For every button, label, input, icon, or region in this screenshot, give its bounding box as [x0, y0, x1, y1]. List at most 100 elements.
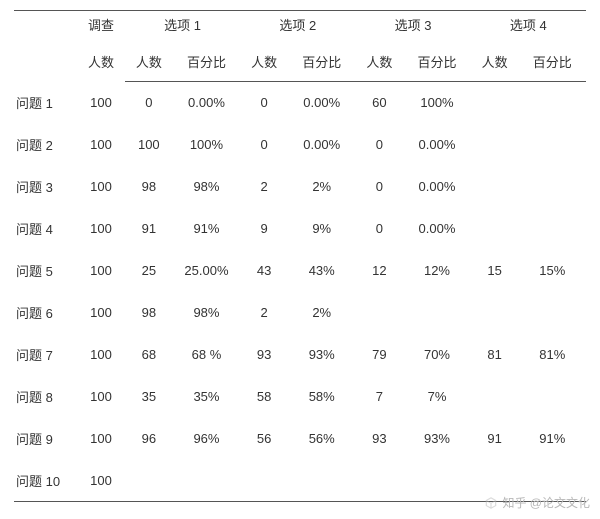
o4-count: [471, 376, 519, 418]
row-label: 问题 2: [14, 124, 77, 166]
o1-count: 68: [125, 334, 173, 376]
o1-count: 0: [125, 82, 173, 124]
o3-percent: 93%: [403, 418, 470, 460]
survey-count: 100: [77, 334, 125, 376]
survey-table: 调查 选项 1 选项 2 选项 3 选项 4 人数 人数 百分比 人数 百分比 …: [14, 10, 586, 502]
sub-count: 人数: [471, 46, 519, 82]
sub-percent: 百分比: [519, 46, 586, 82]
o3-count: 7: [355, 376, 403, 418]
sub-count: 人数: [77, 46, 125, 82]
o2-percent: 2%: [288, 166, 355, 208]
o2-count: 58: [240, 376, 288, 418]
table-row: 问题 2100100100%00.00%00.00%: [14, 124, 586, 166]
table-row: 问题 61009898%22%: [14, 292, 586, 334]
col-option4: 选项 4: [471, 11, 586, 47]
sub-percent: 百分比: [173, 46, 240, 82]
o1-percent: 0.00%: [173, 82, 240, 124]
o4-percent: [519, 208, 586, 250]
o1-percent: 35%: [173, 376, 240, 418]
sub-percent: 百分比: [403, 46, 470, 82]
o2-count: 0: [240, 82, 288, 124]
o1-count: 35: [125, 376, 173, 418]
o4-percent: [519, 166, 586, 208]
col-option1: 选项 1: [125, 11, 240, 47]
o1-count: 91: [125, 208, 173, 250]
o4-count: 15: [471, 250, 519, 292]
survey-count: 100: [77, 250, 125, 292]
o3-count: 0: [355, 166, 403, 208]
col-survey: 调查: [77, 11, 125, 47]
o1-count: [125, 460, 173, 502]
survey-count: 100: [77, 208, 125, 250]
o4-count: 81: [471, 334, 519, 376]
o2-percent: 9%: [288, 208, 355, 250]
o1-percent: 68 %: [173, 334, 240, 376]
o3-percent: 0.00%: [403, 166, 470, 208]
survey-count: 100: [77, 166, 125, 208]
o4-percent: [519, 124, 586, 166]
o1-count: 100: [125, 124, 173, 166]
o3-count: 79: [355, 334, 403, 376]
o4-percent: [519, 82, 586, 124]
o2-count: [240, 460, 288, 502]
o4-percent: [519, 376, 586, 418]
o1-count: 98: [125, 292, 173, 334]
o1-percent: 98%: [173, 166, 240, 208]
o1-count: 96: [125, 418, 173, 460]
survey-count: 100: [77, 460, 125, 502]
o2-percent: 93%: [288, 334, 355, 376]
table-row: 问题 71006868 %9393%7970%8181%: [14, 334, 586, 376]
o1-count: 98: [125, 166, 173, 208]
o4-count: [471, 460, 519, 502]
sub-percent: 百分比: [288, 46, 355, 82]
o1-percent: 100%: [173, 124, 240, 166]
table-row: 问题 110000.00%00.00%60100%: [14, 82, 586, 124]
o2-percent: 0.00%: [288, 124, 355, 166]
o2-percent: [288, 460, 355, 502]
o4-percent: [519, 460, 586, 502]
o2-count: 9: [240, 208, 288, 250]
o4-percent: 81%: [519, 334, 586, 376]
row-label: 问题 10: [14, 460, 77, 502]
table-row: 问题 91009696%5656%9393%9191%: [14, 418, 586, 460]
o1-percent: 25.00%: [173, 250, 240, 292]
survey-count: 100: [77, 82, 125, 124]
sub-count: 人数: [355, 46, 403, 82]
o4-percent: 91%: [519, 418, 586, 460]
o3-count: 0: [355, 208, 403, 250]
row-label: 问题 3: [14, 166, 77, 208]
survey-count: 100: [77, 124, 125, 166]
o2-count: 2: [240, 166, 288, 208]
o2-count: 43: [240, 250, 288, 292]
o1-percent: [173, 460, 240, 502]
table-row: 问题 41009191%99%00.00%: [14, 208, 586, 250]
row-label: 问题 7: [14, 334, 77, 376]
o3-count: 93: [355, 418, 403, 460]
col-option3: 选项 3: [355, 11, 470, 47]
row-label: 问题 8: [14, 376, 77, 418]
o3-count: [355, 292, 403, 334]
o3-percent: 0.00%: [403, 208, 470, 250]
o2-percent: 2%: [288, 292, 355, 334]
row-label: 问题 9: [14, 418, 77, 460]
o1-percent: 98%: [173, 292, 240, 334]
o1-count: 25: [125, 250, 173, 292]
sub-count: 人数: [125, 46, 173, 82]
o3-percent: 7%: [403, 376, 470, 418]
o1-percent: 96%: [173, 418, 240, 460]
survey-count: 100: [77, 292, 125, 334]
o3-percent: [403, 292, 470, 334]
o2-percent: 56%: [288, 418, 355, 460]
o2-count: 0: [240, 124, 288, 166]
o3-percent: 100%: [403, 82, 470, 124]
o3-percent: 12%: [403, 250, 470, 292]
o3-percent: 0.00%: [403, 124, 470, 166]
o2-percent: 0.00%: [288, 82, 355, 124]
row-label: 问题 1: [14, 82, 77, 124]
o3-count: [355, 460, 403, 502]
row-label: 问题 4: [14, 208, 77, 250]
o2-count: 56: [240, 418, 288, 460]
o2-count: 93: [240, 334, 288, 376]
o1-percent: 91%: [173, 208, 240, 250]
o3-count: 60: [355, 82, 403, 124]
